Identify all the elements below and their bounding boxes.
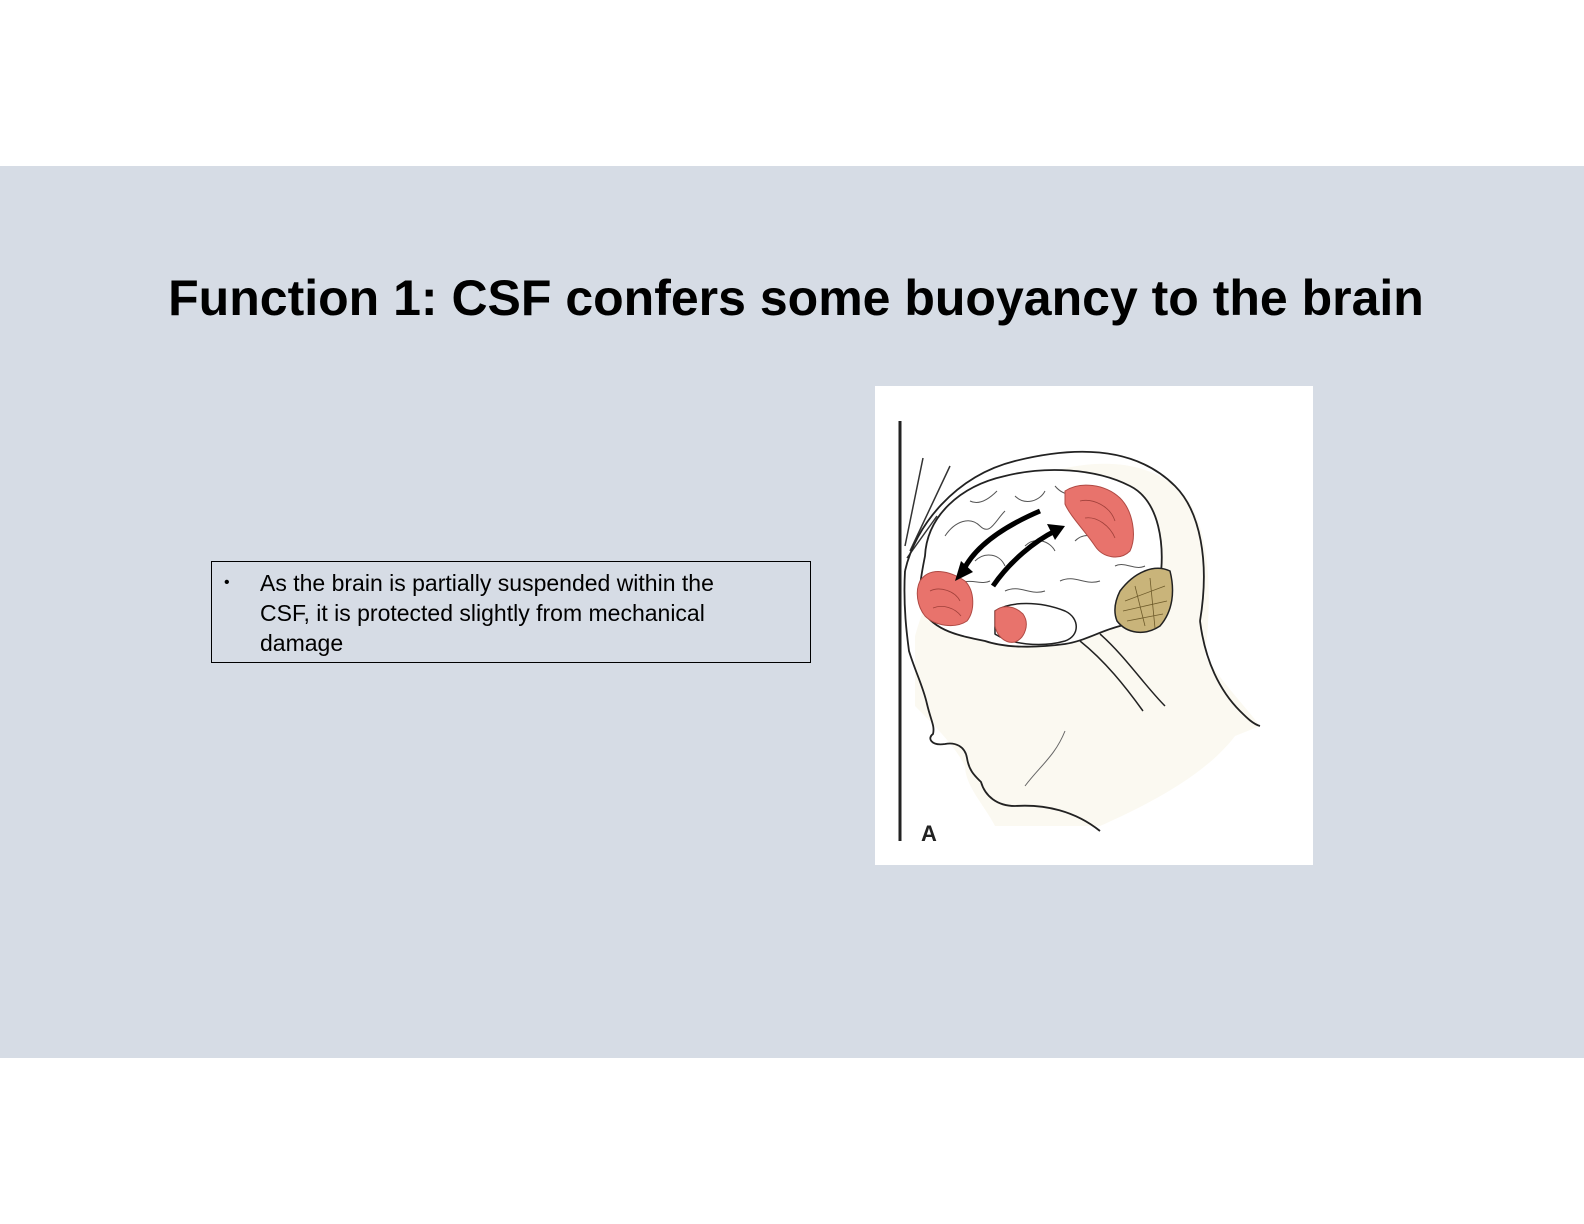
slide: Function 1: CSF confers some buoyancy to… <box>0 166 1584 1058</box>
head-brain-drawing: A <box>875 386 1313 865</box>
slide-title: Function 1: CSF confers some buoyancy to… <box>0 268 1584 328</box>
brain-illustration: A <box>875 386 1313 865</box>
bullet-item: • As the brain is partially suspended wi… <box>224 568 800 658</box>
bullet-text: As the brain is partially suspended with… <box>260 568 770 658</box>
panel-label: A <box>921 821 937 846</box>
bullet-text-box: • As the brain is partially suspended wi… <box>211 561 811 663</box>
bullet-marker: • <box>224 568 260 598</box>
